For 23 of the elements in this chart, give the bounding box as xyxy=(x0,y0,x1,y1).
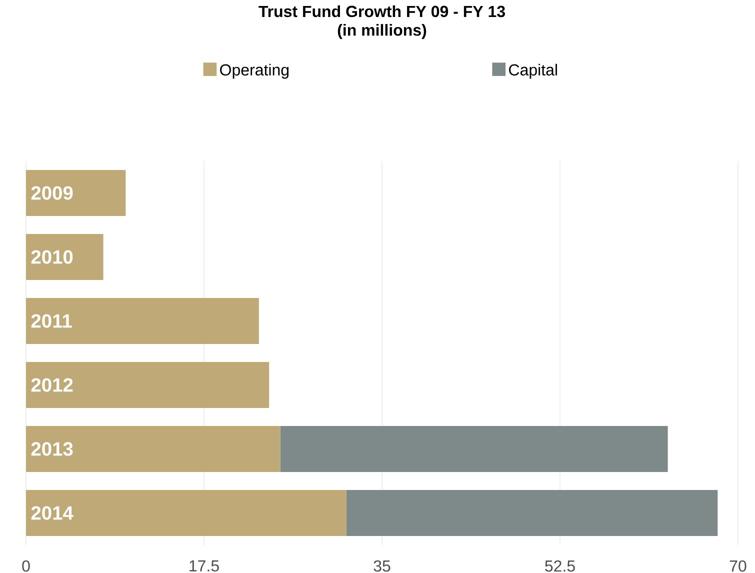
x-tick-label: 17.5 xyxy=(190,560,219,572)
bar xyxy=(26,298,259,344)
y-tick-label: 2010 xyxy=(31,250,73,264)
bar xyxy=(26,170,126,216)
y-tick-label: 2013 xyxy=(31,442,73,456)
x-tick-label: 0 xyxy=(22,560,30,572)
x-tick-label: 70 xyxy=(730,560,746,572)
legend-label: Capital xyxy=(509,64,557,79)
bar xyxy=(26,234,104,280)
bar xyxy=(26,490,346,536)
x-tick-label: 35 xyxy=(374,560,390,572)
y-tick-label: 2012 xyxy=(31,378,73,392)
y-tick-label: 2009 xyxy=(31,186,73,200)
chart-title: Trust Fund Growth FY 09 - FY 13 xyxy=(258,5,505,18)
bar xyxy=(346,490,718,536)
bar xyxy=(26,426,280,472)
chart-subtitle: (in millions) xyxy=(338,24,426,39)
legend-label: Operating xyxy=(220,64,289,79)
y-tick-label: 2011 xyxy=(31,314,72,328)
x-tick-label: 52.5 xyxy=(545,560,575,572)
y-tick-label: 2014 xyxy=(31,506,74,520)
bar xyxy=(280,426,668,472)
bar xyxy=(26,362,270,408)
